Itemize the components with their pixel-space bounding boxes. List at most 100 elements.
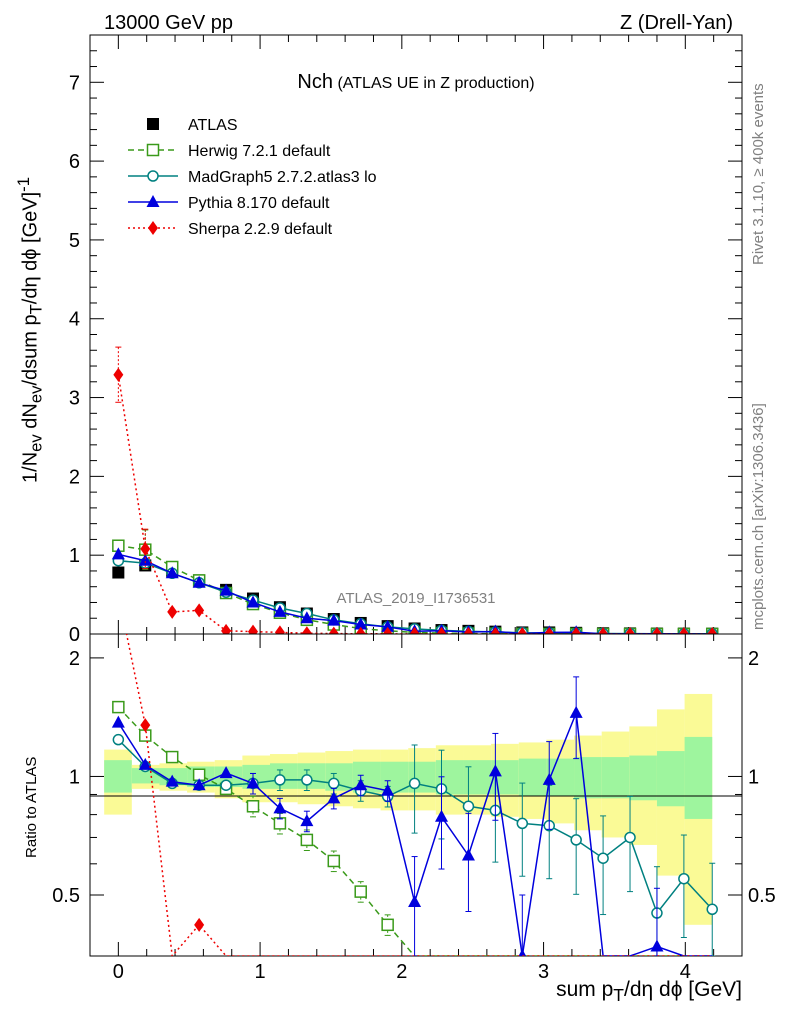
sherpa-marker — [598, 626, 609, 634]
inner-band-bin — [104, 760, 132, 793]
x-tick-label: 4 — [680, 961, 691, 983]
ratio-y-tick-label-right: 0.5 — [748, 885, 776, 907]
header-left-label: 13000 GeV pp — [104, 12, 233, 34]
sherpa-marker — [301, 626, 312, 634]
y-tick-label: 4 — [69, 309, 80, 331]
pythia-marker — [300, 814, 314, 827]
madgraph5-marker — [112, 733, 125, 746]
y-tick-label: 5 — [69, 230, 80, 252]
madgraph5-marker — [706, 903, 718, 916]
pythia-marker — [219, 766, 233, 779]
y-axis-title-ratio: Ratio to ATLAS — [23, 757, 40, 858]
sherpa-marker — [221, 623, 232, 634]
herwig-marker — [165, 750, 179, 764]
sherpa-marker — [463, 626, 474, 634]
inner-band-bin — [380, 761, 409, 793]
sherpa-marker — [707, 626, 718, 634]
y-tick-label: 7 — [69, 72, 80, 94]
legend-label-madgraph5: MadGraph5 2.7.2.atlas3 lo — [188, 169, 377, 186]
pythia-marker — [165, 566, 179, 579]
title-sub: (ATLAS UE in Z production) — [337, 75, 534, 92]
sherpa-series — [113, 346, 718, 634]
ratio-y-tick-label: 2 — [69, 648, 80, 670]
sherpa-marker — [544, 626, 555, 634]
inner-band-bin — [131, 768, 160, 784]
sherpa-marker — [328, 626, 339, 634]
herwig-marker — [273, 817, 287, 830]
sherpa-marker — [490, 626, 501, 634]
legend-marker-pythia — [146, 195, 160, 207]
main-axis-ticks: 0 1 2 3 4 5 6 7 — [69, 35, 743, 646]
legend-marker-sherpa — [148, 221, 158, 235]
pythia-marker — [327, 791, 341, 804]
pythia-marker — [650, 939, 664, 952]
pythia-marker — [327, 613, 341, 626]
sherpa-marker — [517, 626, 528, 634]
inner-band-bin — [601, 757, 630, 799]
inner-band-bin — [463, 760, 492, 795]
pythia-series — [111, 676, 713, 956]
inner-band-bin — [518, 758, 547, 797]
legend-label-herwig: Herwig 7.2.1 default — [188, 143, 331, 160]
inner-band-bin — [574, 757, 602, 799]
pythia-marker — [569, 705, 583, 718]
pythia-marker — [192, 778, 206, 791]
ratio-axis-ticks: 0 1 2 3 4 0.5 0.5 1 1 2 2 — [52, 634, 776, 983]
legend-label-sherpa: Sherpa 2.2.9 default — [188, 221, 333, 238]
rivet-label: Rivet 3.1.10, ≥ 400k events — [750, 83, 767, 265]
pythia-marker — [192, 575, 206, 588]
sherpa-marker — [167, 604, 178, 619]
pythia-marker — [111, 547, 125, 560]
pythia-marker — [165, 774, 179, 787]
legend-marker-atlas — [147, 118, 159, 130]
pythia-marker — [138, 757, 152, 770]
inner-band-bin — [656, 751, 685, 807]
madgraph5-marker — [462, 800, 475, 813]
pythia-marker — [488, 764, 502, 777]
ratio-y-tick-label-right: 1 — [748, 766, 759, 788]
legend-marker-herwig — [146, 143, 160, 157]
herwig-marker — [246, 800, 260, 813]
y-tick-label: 0 — [69, 624, 80, 646]
sherpa-marker — [436, 626, 447, 634]
y-tick-label: 6 — [69, 151, 80, 173]
y-axis-title-main: 1/Nev dNev/dsum pT/dη dϕ [GeV]-1 — [14, 177, 46, 483]
sherpa-marker — [625, 626, 636, 634]
sherpa-marker — [194, 603, 205, 618]
legend-label-pythia: Pythia 8.170 default — [188, 195, 330, 212]
x-tick-label: 2 — [396, 961, 407, 983]
pythia-marker — [138, 553, 152, 566]
inner-band-bin — [629, 755, 657, 801]
sherpa-marker — [571, 626, 582, 634]
mcplots-label: mcplots.cern.ch [arXiv:1306.3436] — [750, 403, 767, 630]
pythia-marker — [435, 809, 449, 822]
watermark: ATLAS_2019_I1736531 — [336, 590, 495, 607]
pythia-marker — [246, 776, 260, 789]
x-axis-title: sum pT/dη dϕ [GeV] — [556, 978, 742, 1005]
pythia-marker — [461, 848, 475, 861]
ratio-y-tick-label-right: 2 — [748, 648, 759, 670]
ratio-uncertainty-bands — [104, 693, 713, 925]
pythia-marker — [354, 617, 368, 630]
pythia-marker — [273, 604, 287, 617]
y-tick-label: 2 — [69, 466, 80, 488]
ratio-y-tick-label: 1 — [69, 766, 80, 788]
pythia-marker — [542, 772, 556, 785]
herwig-marker — [300, 833, 314, 847]
madgraph5-marker — [624, 831, 636, 844]
pythia-marker — [381, 783, 395, 796]
pythia-marker — [300, 611, 314, 624]
title-main: Nch — [297, 71, 333, 93]
madgraph5-marker — [220, 779, 232, 791]
atlas-marker — [112, 566, 125, 579]
madgraph5-marker — [516, 817, 529, 830]
main-series-group — [111, 346, 719, 634]
sherpa-marker — [355, 626, 366, 634]
pythia-marker — [354, 778, 368, 791]
sherpa-marker — [651, 626, 662, 634]
madgraph5-marker — [274, 774, 286, 786]
herwig-marker — [112, 700, 125, 714]
sherpa-marker — [409, 626, 420, 634]
